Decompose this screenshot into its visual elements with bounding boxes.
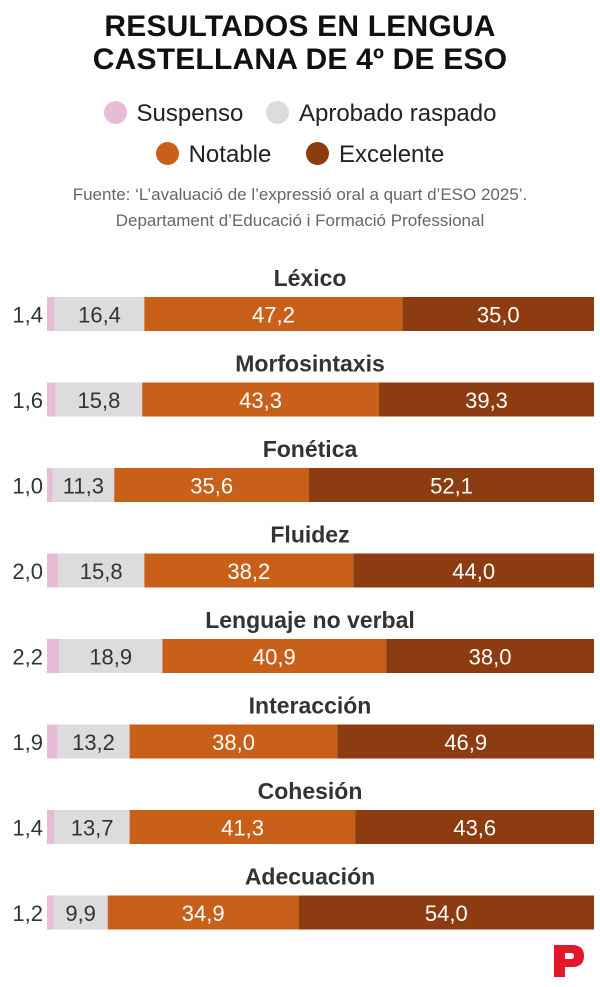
bar-adecuacion-suspenso <box>47 896 54 930</box>
value-label-adecuacion-notable: 34,9 <box>182 901 225 926</box>
value-label-adecuacion-suspenso: 1,2 <box>12 901 43 926</box>
value-label-fluidez-suspenso: 2,0 <box>12 559 43 584</box>
value-label-interaccion-notable: 38,0 <box>212 730 255 755</box>
value-label-morfosintaxis-aprobado-raspado: 15,8 <box>78 388 121 413</box>
value-label-interaccion-excelente: 46,9 <box>444 730 487 755</box>
bar-fluidez-suspenso <box>47 554 58 588</box>
value-label-cohesion-suspenso: 1,4 <box>12 816 43 841</box>
bar-interaccion-suspenso <box>47 725 57 759</box>
value-label-fluidez-aprobado-raspado: 15,8 <box>80 559 123 584</box>
value-label-lenguaje-no-verbal-excelente: 38,0 <box>469 645 512 670</box>
category-label-morfosintaxis: Morfosintaxis <box>235 351 385 377</box>
value-label-lexico-notable: 47,2 <box>252 303 295 328</box>
value-label-fonetica-suspenso: 1,0 <box>12 474 43 499</box>
value-label-fluidez-excelente: 44,0 <box>452 559 495 584</box>
category-label-cohesion: Cohesión <box>258 778 363 804</box>
value-label-lenguaje-no-verbal-suspenso: 2,2 <box>12 645 43 670</box>
bar-lenguaje-no-verbal-suspenso <box>47 639 59 673</box>
bar-morfosintaxis-suspenso <box>47 383 56 417</box>
category-label-lenguaje-no-verbal: Lenguaje no verbal <box>205 607 415 633</box>
value-label-fonetica-notable: 35,6 <box>190 474 233 499</box>
category-label-fonetica: Fonética <box>263 436 358 462</box>
value-label-morfosintaxis-suspenso: 1,6 <box>12 388 43 413</box>
value-label-interaccion-suspenso: 1,9 <box>12 730 43 755</box>
value-label-cohesion-aprobado-raspado: 13,7 <box>71 816 114 841</box>
bar-lexico-suspenso <box>47 297 55 331</box>
value-label-lexico-excelente: 35,0 <box>477 303 520 328</box>
stacked-bar-chart: Léxico 1,4 16,4 47,2 35,0 Morfosintaxis 1,6 15,… <box>0 0 600 987</box>
value-label-fonetica-excelente: 52,1 <box>430 474 473 499</box>
value-label-morfosintaxis-notable: 43,3 <box>239 388 282 413</box>
bar-fonetica-suspenso <box>47 468 52 502</box>
bar-cohesion-suspenso <box>47 810 55 844</box>
value-label-fluidez-notable: 38,2 <box>227 559 270 584</box>
category-label-adecuacion: Adecuación <box>245 864 375 890</box>
value-label-morfosintaxis-excelente: 39,3 <box>465 388 508 413</box>
category-label-lexico: Léxico <box>274 265 347 291</box>
value-label-lexico-suspenso: 1,4 <box>12 303 43 328</box>
value-label-lexico-aprobado-raspado: 16,4 <box>78 303 121 328</box>
value-label-interaccion-aprobado-raspado: 13,2 <box>72 730 115 755</box>
value-label-cohesion-notable: 41,3 <box>221 816 264 841</box>
category-label-interaccion: Interacción <box>249 693 372 719</box>
value-label-cohesion-excelente: 43,6 <box>453 816 496 841</box>
value-label-lenguaje-no-verbal-notable: 40,9 <box>253 645 296 670</box>
value-label-fonetica-aprobado-raspado: 11,3 <box>63 474 104 499</box>
value-label-adecuacion-aprobado-raspado: 9,9 <box>65 901 96 926</box>
value-label-adecuacion-excelente: 54,0 <box>425 901 468 926</box>
category-label-fluidez: Fluidez <box>270 522 349 548</box>
periodico-logo-icon <box>552 943 586 979</box>
value-label-lenguaje-no-verbal-aprobado-raspado: 18,9 <box>89 645 132 670</box>
